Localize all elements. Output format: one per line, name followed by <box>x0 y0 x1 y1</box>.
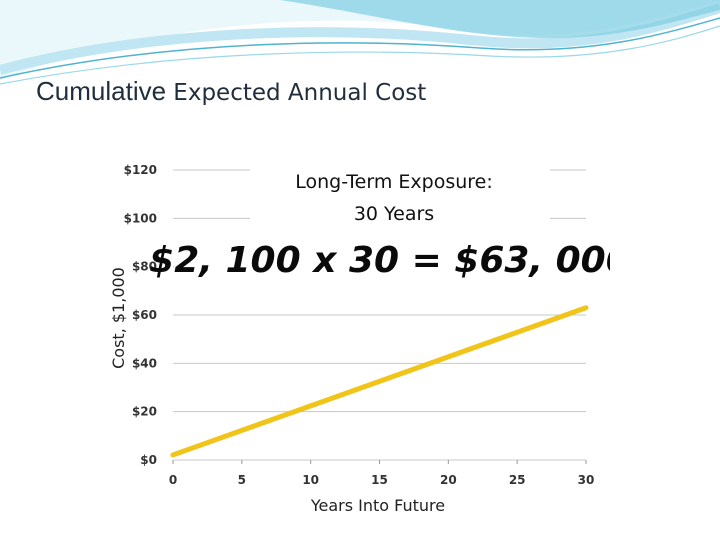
series-line-0 <box>170 305 589 458</box>
y-tick-label: $0 <box>140 453 157 467</box>
slide-title-part1: Cumulative <box>36 76 167 106</box>
x-tick-label: 10 <box>302 473 319 487</box>
slide-title-part2: Expected Annual Cost <box>173 80 427 106</box>
y-tick-label: $40 <box>132 356 157 370</box>
chart-title-line-2: 30 Years <box>354 203 434 225</box>
annotation-backdrop <box>174 236 606 286</box>
x-tick-label: 30 <box>578 473 595 487</box>
y-tick-label: $80 <box>132 260 157 274</box>
wave-band-mid <box>0 3 720 75</box>
wave-line-2 <box>0 25 720 85</box>
wave-line-1 <box>0 17 720 79</box>
chart-title-backdrop <box>250 166 550 224</box>
x-tick-label: 15 <box>371 473 388 487</box>
wave-band-dark <box>280 0 720 39</box>
series-layer <box>170 305 589 458</box>
x-axis-label: Years Into Future <box>310 496 445 515</box>
x-tick-label: 5 <box>238 473 246 487</box>
x-tick-labels: 0 5 10 15 20 25 30 <box>169 460 595 487</box>
x-tick-label: 20 <box>440 473 457 487</box>
cumulative-cost-line-chart: $0 $20 $40 $60 $80 $100 $120 0 5 10 15 20 25 30 Cost… <box>100 150 610 518</box>
y-tick-label: $20 <box>132 405 157 419</box>
y-axis-label: Cost, $1,000 <box>109 267 128 369</box>
y-tick-label: $100 <box>124 211 157 225</box>
header-wave-decoration <box>0 0 720 85</box>
chart-title-line-1: Long-Term Exposure: <box>295 171 493 193</box>
y-tick-label: $120 <box>124 163 157 177</box>
x-tick-label: 25 <box>509 473 526 487</box>
cost-annotation: $2, 100 x 30 = $63, 000 <box>149 240 610 281</box>
x-tick-label: 0 <box>169 473 177 487</box>
y-tick-labels: $0 $20 $40 $60 $80 $100 $120 <box>124 163 157 467</box>
slide-title: Cumulative Expected Annual Cost <box>36 76 426 107</box>
y-tick-label: $60 <box>132 308 157 322</box>
